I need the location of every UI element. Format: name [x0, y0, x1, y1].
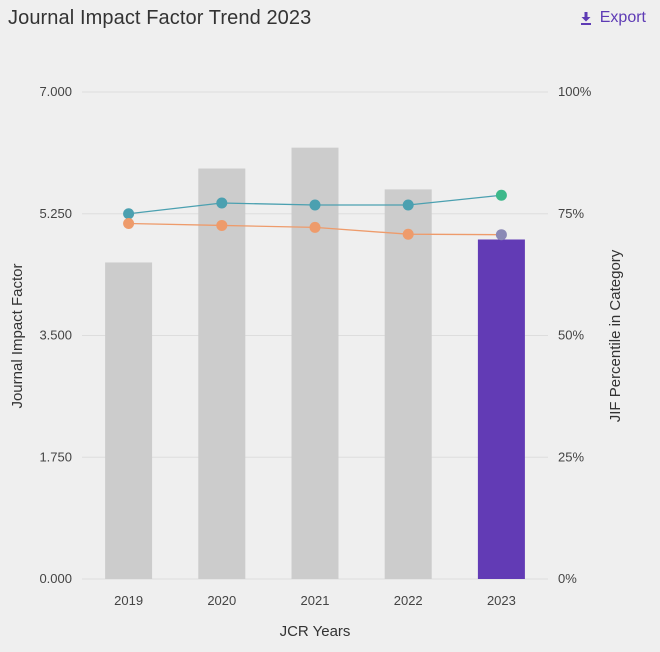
page-title: Journal Impact Factor Trend 2023	[8, 7, 312, 29]
right-tick-label: 100%	[558, 84, 592, 99]
export-label: Export	[599, 9, 646, 26]
left-tick-label: 7.000	[39, 84, 72, 99]
right-tick-label: 75%	[558, 206, 584, 221]
x-axis-title: JCR Years	[280, 623, 351, 640]
series-point	[495, 229, 507, 241]
bar	[291, 147, 339, 579]
x-tick-label: 2021	[301, 593, 330, 608]
bar	[477, 239, 525, 579]
left-axis-ticks: 0.000 1.750 3.500 5.250 7.000	[39, 84, 72, 586]
export-button[interactable]: Export	[580, 9, 646, 27]
right-tick-label: 0%	[558, 571, 577, 586]
x-tick-label: 2022	[394, 593, 423, 608]
left-tick-label: 5.250	[39, 206, 72, 221]
right-axis-title: JIF Percentile in Category	[607, 249, 624, 422]
series-point	[123, 217, 135, 229]
series-point	[495, 189, 507, 201]
bar	[384, 189, 432, 579]
right-axis-ticks: 0% 25% 50% 75% 100%	[558, 84, 592, 586]
right-tick-label: 50%	[558, 328, 584, 343]
left-tick-label: 0.000	[39, 571, 72, 586]
series-point	[123, 208, 135, 220]
bar	[198, 168, 246, 579]
series-point	[216, 197, 228, 209]
series-points	[123, 189, 507, 241]
left-tick-label: 3.500	[39, 328, 72, 343]
bars	[105, 147, 525, 579]
series-point	[309, 199, 321, 211]
series-point	[309, 221, 321, 233]
download-icon	[580, 11, 592, 25]
series-point	[402, 199, 414, 211]
left-tick-label: 1.750	[39, 449, 72, 464]
right-tick-label: 25%	[558, 449, 584, 464]
series-point	[402, 228, 414, 240]
x-tick-label: 2023	[487, 593, 516, 608]
left-axis-title: Journal Impact Factor	[9, 263, 26, 408]
x-tick-label: 2019	[114, 593, 143, 608]
x-axis-ticks: 2019 2020 2021 2022 2023	[114, 593, 516, 608]
series-point	[216, 219, 228, 231]
bar	[105, 262, 153, 579]
x-tick-label: 2020	[207, 593, 236, 608]
